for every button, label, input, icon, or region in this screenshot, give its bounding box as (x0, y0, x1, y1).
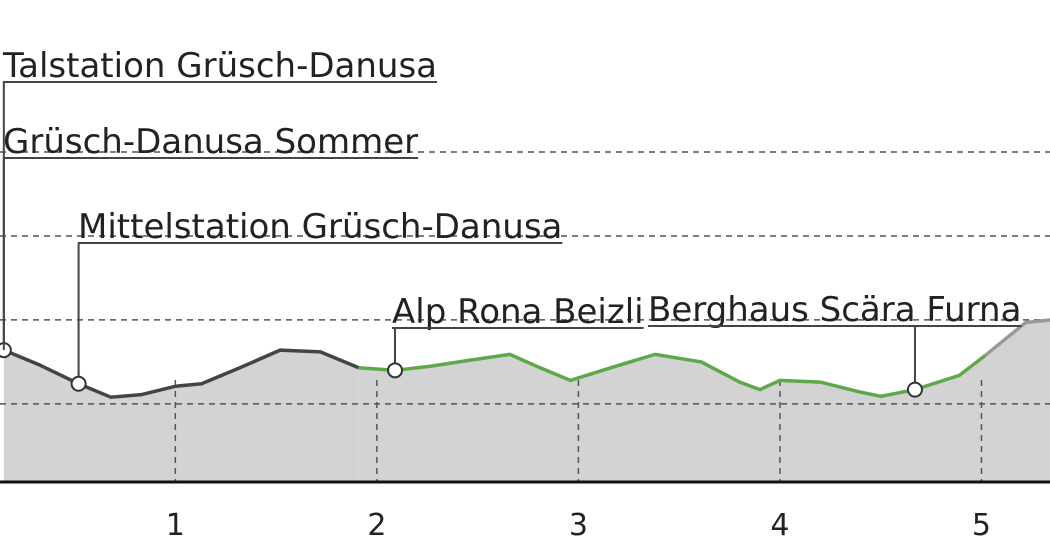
waypoint-dot (387, 362, 404, 379)
x-tick-label: 5 (972, 508, 991, 543)
profile-area (985, 319, 1050, 482)
profile-area (3, 350, 359, 482)
waypoint-label: Berghaus Scära Furna (648, 290, 1021, 330)
waypoint-label: Alp Rona Beizli (392, 292, 644, 332)
waypoint-dot (906, 381, 923, 398)
x-tick-label: 1 (166, 508, 185, 543)
profile-line (358, 352, 987, 399)
waypoint-label: Mittelstation Grüsch-Danusa (78, 207, 562, 247)
x-tick-label: 2 (367, 508, 386, 543)
profile-area (358, 354, 986, 482)
profile-line (984, 318, 1050, 357)
waypoint-label: Talstation Grüsch-Danusa (2, 46, 437, 86)
x-tick-label: 4 (770, 508, 789, 543)
waypoint-dot (0, 342, 12, 359)
x-tick-label: 3 (569, 508, 588, 543)
profile-line (3, 348, 360, 399)
waypoint-dot (70, 375, 87, 392)
waypoint-label: Grüsch-Danusa Sommer (3, 122, 418, 162)
